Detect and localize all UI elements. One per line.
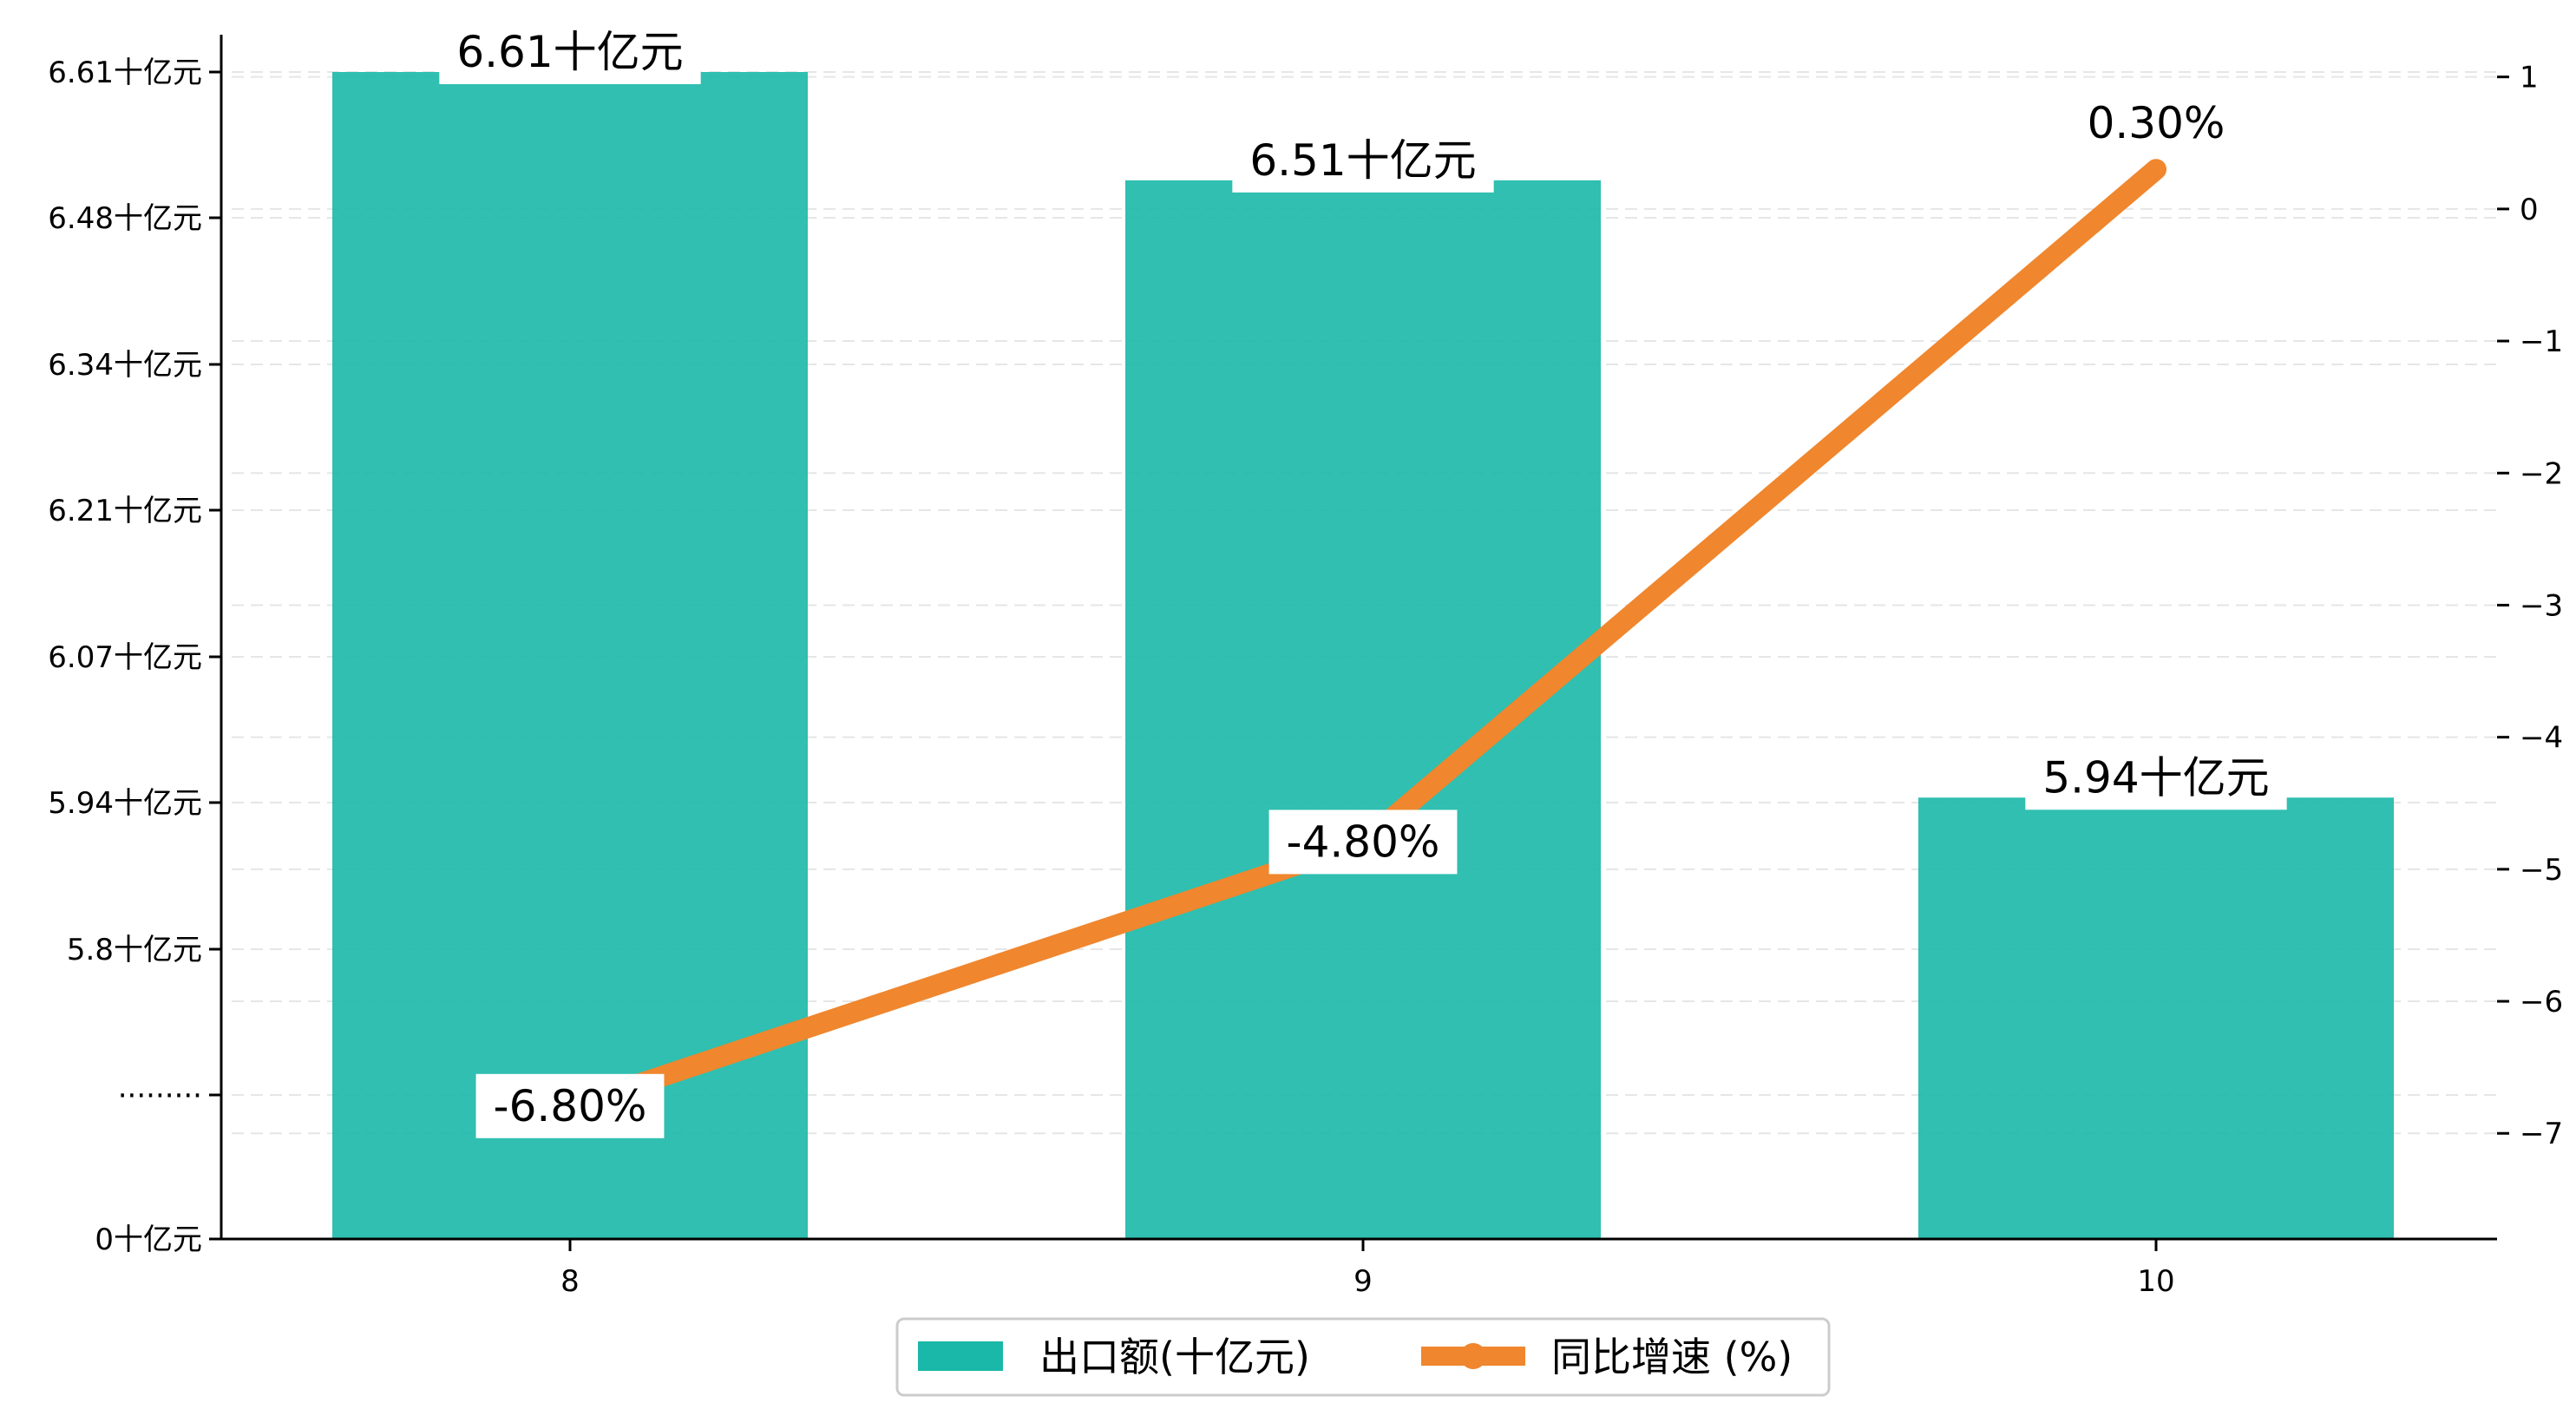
x-tick-label: 10	[2137, 1264, 2174, 1299]
bar-value-label-8-bg	[439, 20, 701, 84]
left-tick-label: 0十亿元	[95, 1223, 202, 1257]
right-tick-label: −4	[2520, 721, 2563, 756]
right-tick-label: 0	[2520, 193, 2539, 227]
right-tick-label: −6	[2520, 985, 2563, 1019]
growth-value-label-10: 0.30%	[2069, 91, 2243, 156]
data-labels: 6.61十亿元 6.51十亿元 5.94十亿元 -6.80% -4.80% 0.30%	[439, 20, 2287, 1138]
left-tick-label: 6.34十亿元	[48, 348, 202, 383]
bar-value-label-10-bg	[2025, 745, 2287, 810]
right-tick-label: −3	[2520, 588, 2563, 623]
axes: 0十亿元 ········· 5.8十亿元 5.94十亿元 6.07十亿元 6.21十亿元…	[48, 35, 2563, 1299]
growth-value-label-9: -4.80%	[1268, 810, 1458, 875]
growth-value-label-10-bg	[2069, 91, 2243, 156]
growth-value-label-9-text: -4.80%	[1287, 816, 1440, 867]
left-tick-label: 6.07十亿元	[48, 640, 202, 675]
right-tick-label: −2	[2520, 456, 2563, 491]
right-tick-label: −7	[2520, 1117, 2563, 1151]
right-tick-label: −1	[2520, 324, 2563, 359]
x-tick-label: 9	[1354, 1264, 1373, 1299]
legend-bar-label: 出口额(十亿元)	[1039, 1334, 1310, 1380]
left-tick-label: 5.94十亿元	[48, 786, 202, 821]
bar-value-label-9-text: 6.51十亿元	[1249, 135, 1476, 186]
bar-value-label-10-text: 5.94十亿元	[2042, 752, 2269, 803]
legend-line-marker	[1460, 1343, 1486, 1369]
legend: 出口额(十亿元) 同比增速 (%)	[895, 1317, 1831, 1397]
bars	[332, 72, 2394, 1239]
right-tick-label: −5	[2520, 853, 2563, 888]
left-tick-label: 5.8十亿元	[67, 933, 202, 967]
bar-value-label-9: 6.51十亿元	[1232, 128, 1494, 193]
growth-value-label-8-text: -6.80%	[494, 1081, 647, 1131]
left-tick-label: 6.21十亿元	[48, 494, 202, 528]
growth-value-label-9-bg	[1268, 810, 1458, 875]
left-tick-label: ·········	[118, 1078, 202, 1113]
growth-value-label-8-bg	[475, 1073, 665, 1138]
left-tick-label: 6.48十亿元	[48, 201, 202, 236]
legend-frame	[895, 1317, 1831, 1397]
bar-value-label-10: 5.94十亿元	[2025, 745, 2287, 810]
growth-point-10	[2155, 168, 2157, 171]
bar-value-label-8: 6.61十亿元	[439, 20, 701, 84]
bar-value-label-9-bg	[1232, 128, 1494, 193]
legend-bar-swatch	[918, 1341, 1003, 1371]
right-tick-label: 1	[2520, 61, 2539, 95]
left-tick-label: 6.61十亿元	[48, 56, 202, 90]
growth-value-label-8: -6.80%	[475, 1073, 665, 1138]
bar-8	[332, 72, 808, 1239]
bar-value-label-8-text: 6.61十亿元	[456, 27, 683, 77]
legend-line-label: 同比增速 (%)	[1551, 1334, 1793, 1380]
growth-value-label-10-text: 0.30%	[2088, 98, 2225, 148]
bar-10	[1918, 797, 2394, 1239]
x-tick-label: 8	[560, 1264, 580, 1299]
